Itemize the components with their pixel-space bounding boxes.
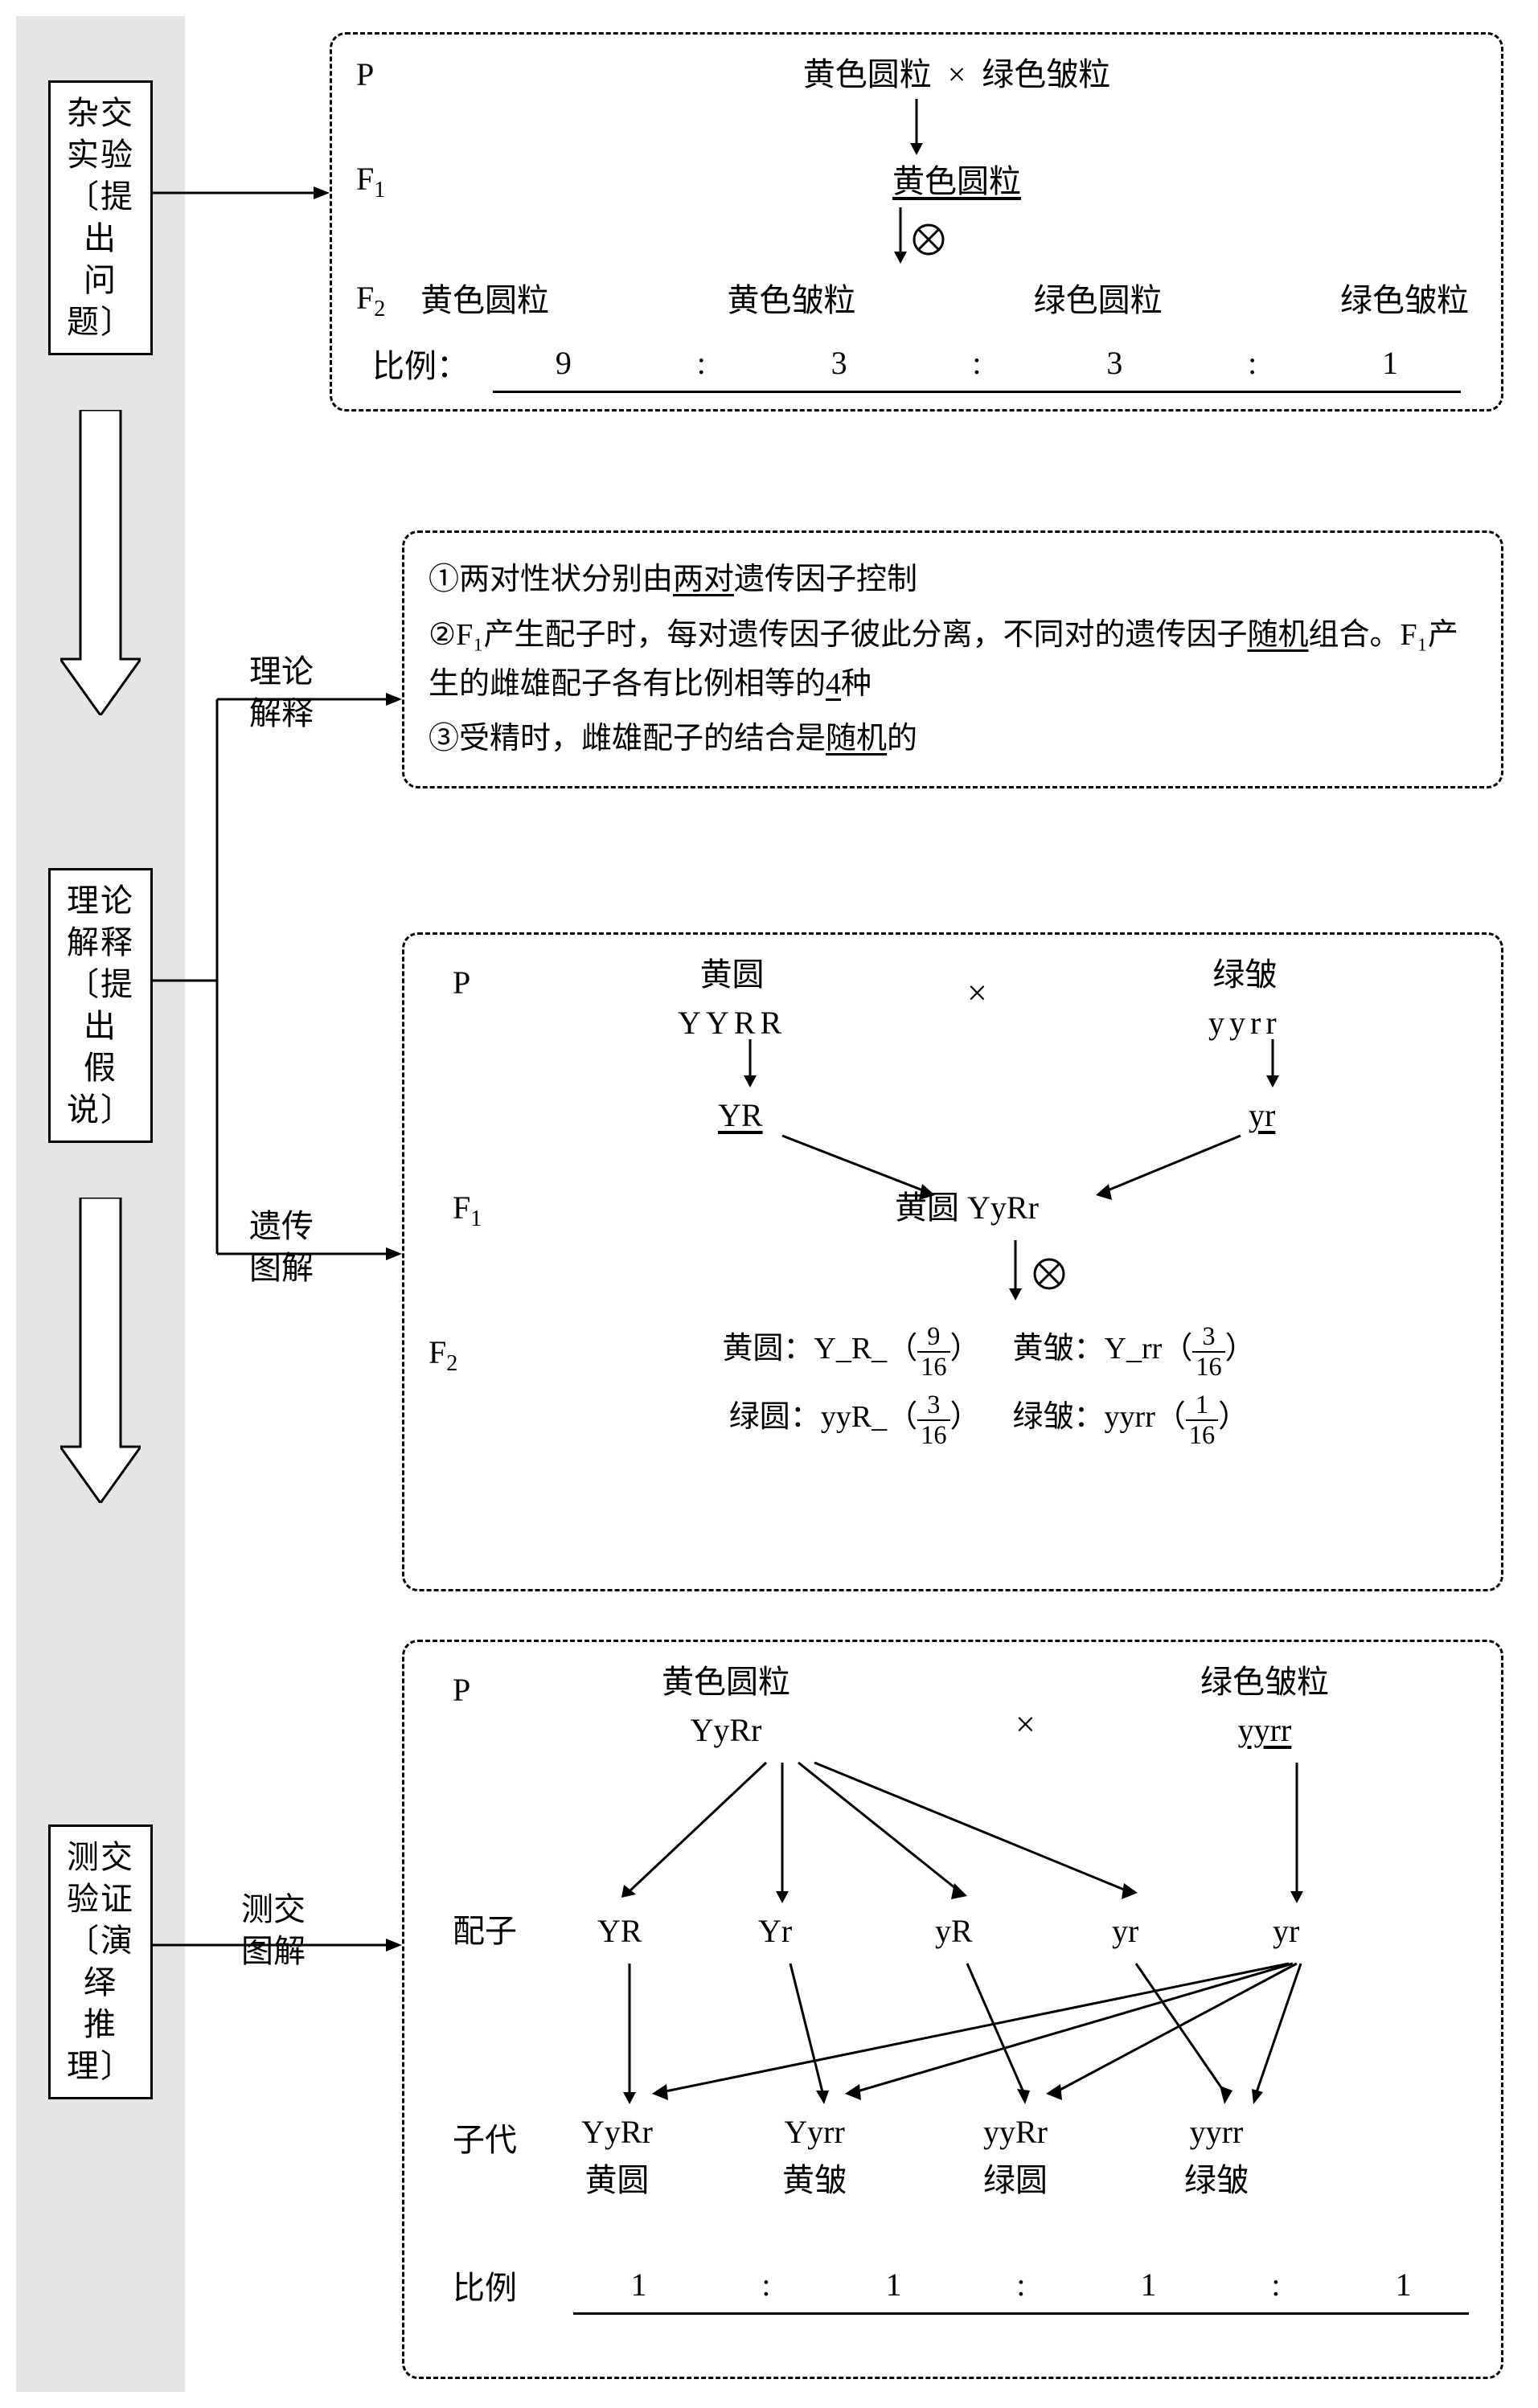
cross-symbol: × — [1015, 1698, 1036, 1751]
f1-label: F1 — [356, 155, 437, 207]
stage-1-line2: 实验 — [67, 137, 134, 173]
self-cross-icon — [1031, 1256, 1067, 1302]
box-4-testcross: P 黄色圆粒 YyRr × 绿色皱粒 yyrr 配子 YR Yr yR yr y… — [402, 1640, 1503, 2379]
label-testcross: 测交图解 — [225, 1889, 322, 1972]
p-label: P — [453, 959, 470, 1007]
ratio-1-1-1-1: 1 : 1 : 1 : 1 — [573, 2261, 1469, 2315]
box-1-cross-experiment: P 黄色圆粒 × 绿色皱粒 F1 黄色圆粒 F2 — [330, 32, 1503, 412]
down-arrow-icon — [900, 99, 933, 155]
self-cross-icon — [884, 207, 949, 264]
cross-symbol: × — [967, 967, 987, 1020]
p-label: P — [453, 1666, 470, 1714]
f1-label: F1 — [453, 1184, 482, 1236]
ratio-9-3-3-1: 9 : 3 : 3 : 1 — [493, 339, 1461, 393]
f2-label: F2 — [429, 1329, 457, 1381]
explain-point-1: ①两对性状分别由两对遗传因子控制 — [429, 555, 1477, 604]
box-2-theory-explanation: ①两对性状分别由两对遗传因子控制 ②F₁产生配子时，每对遗传因子彼此分离，不同对… — [402, 530, 1503, 788]
label-diagram: 遗传图解 — [233, 1206, 330, 1289]
explain-point-3: ③受精时，雌雄配子的结合是随机的 — [429, 715, 1477, 764]
stage-1-box: 杂交 实验 〔提出 问题〕 — [48, 80, 153, 355]
gamete-label: 配子 — [453, 1907, 517, 1955]
offspring-label: 子代 — [453, 2116, 517, 2164]
box3-arrows — [404, 935, 1506, 1594]
stage-3-box: 测交 验证 〔演绎 推理〕 — [48, 1824, 153, 2099]
stage-2-box: 理论 解释 〔提出 假说〕 — [48, 868, 153, 1143]
p-label: P — [356, 51, 437, 99]
label-theory: 理论解释 — [233, 651, 330, 735]
explain-point-2: ②F₁产生配子时，每对遗传因子彼此分离，不同对的遗传因子随机组合。F₁产生的雌雄… — [429, 611, 1477, 709]
stage-1-line1: 杂交 — [67, 95, 134, 131]
box-3-genetic-diagram: P 黄圆 YYRR × 绿皱 yyrr YR yr F1 黄圆 YyRr F2 … — [402, 932, 1503, 1591]
